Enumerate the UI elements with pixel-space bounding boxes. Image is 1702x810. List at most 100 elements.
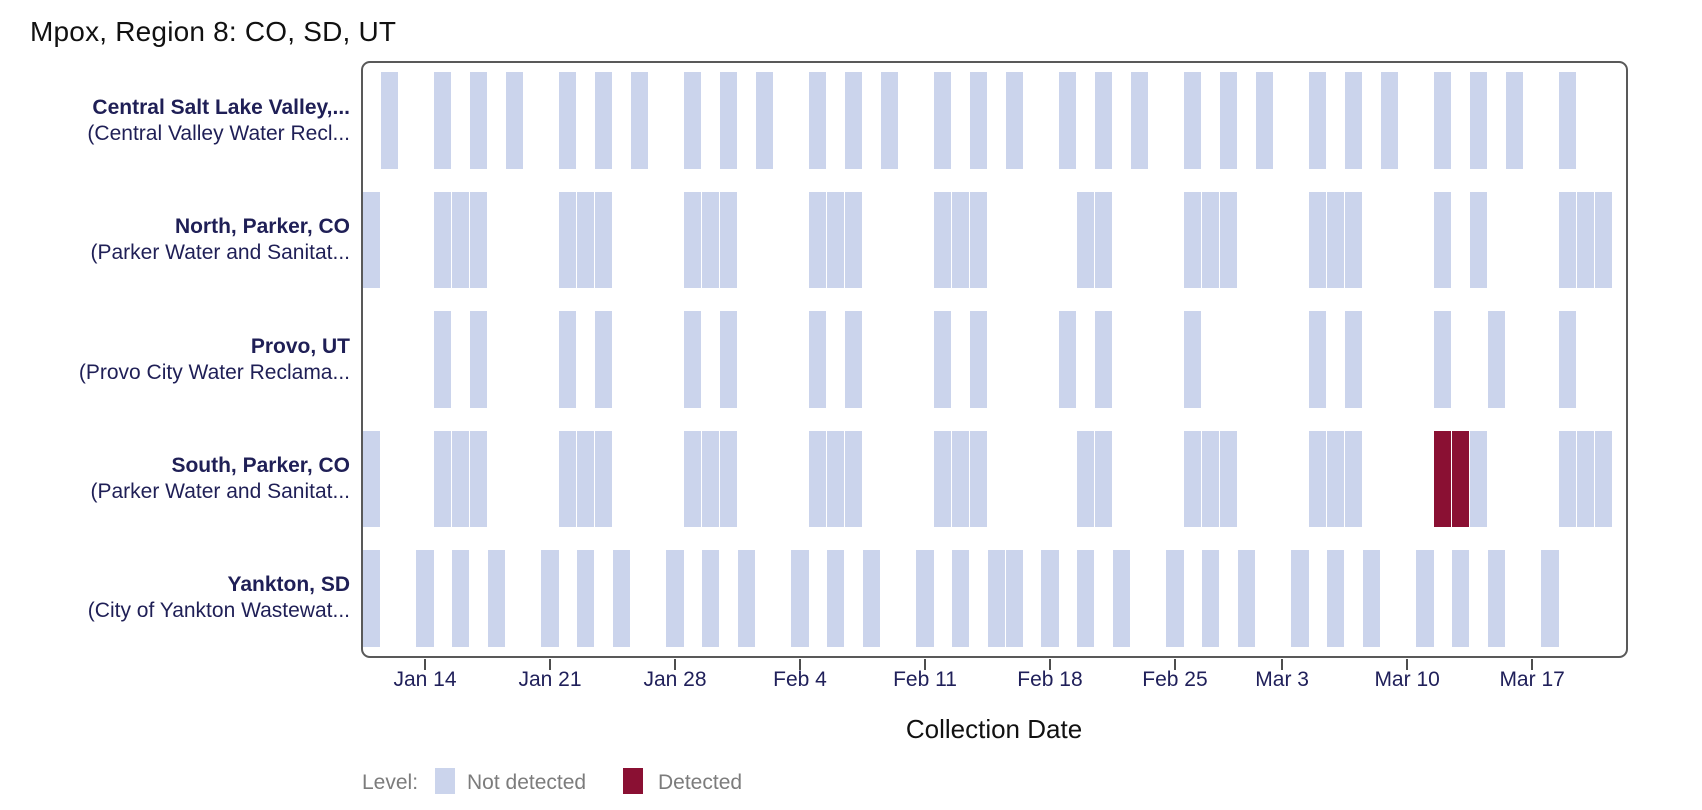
sample-tile[interactable] bbox=[1059, 311, 1077, 408]
sample-tile[interactable] bbox=[1184, 72, 1202, 169]
sample-tile[interactable] bbox=[916, 550, 934, 647]
sample-tile[interactable] bbox=[1469, 191, 1488, 289]
sample-tile[interactable] bbox=[702, 550, 720, 647]
sample-tile[interactable] bbox=[559, 72, 577, 169]
sample-tile[interactable] bbox=[362, 191, 381, 289]
sample-tile[interactable] bbox=[577, 191, 595, 289]
sample-tile[interactable] bbox=[827, 191, 845, 289]
sample-tile[interactable] bbox=[969, 191, 988, 289]
sample-tile[interactable] bbox=[612, 550, 630, 647]
sample-tile[interactable] bbox=[594, 311, 613, 408]
sample-tile[interactable] bbox=[755, 72, 773, 169]
sample-tile[interactable] bbox=[416, 550, 434, 647]
sample-tile[interactable] bbox=[1309, 191, 1327, 289]
sample-tile[interactable] bbox=[934, 191, 952, 289]
sample-tile[interactable] bbox=[1005, 72, 1023, 169]
sample-tile[interactable] bbox=[1077, 550, 1095, 647]
sample-tile[interactable] bbox=[469, 311, 488, 408]
sample-tile[interactable] bbox=[1452, 550, 1470, 647]
sample-tile[interactable] bbox=[1469, 72, 1488, 169]
sample-tile[interactable] bbox=[1166, 550, 1184, 647]
sample-tile[interactable] bbox=[1202, 550, 1220, 647]
sample-tile[interactable] bbox=[844, 311, 863, 408]
sample-tile[interactable] bbox=[1434, 191, 1452, 289]
sample-tile[interactable] bbox=[809, 311, 827, 408]
sample-tile[interactable] bbox=[577, 430, 595, 528]
sample-tile[interactable] bbox=[1487, 311, 1505, 408]
sample-tile[interactable] bbox=[1005, 550, 1023, 647]
sample-tile[interactable] bbox=[452, 550, 470, 647]
sample-tile[interactable] bbox=[1219, 191, 1238, 289]
sample-tile[interactable] bbox=[987, 550, 1005, 647]
sample-tile[interactable] bbox=[862, 550, 880, 647]
sample-tile[interactable] bbox=[1416, 550, 1434, 647]
sample-tile[interactable] bbox=[434, 72, 452, 169]
sample-tile[interactable] bbox=[1237, 550, 1255, 647]
sample-tile[interactable] bbox=[952, 191, 970, 289]
sample-tile[interactable] bbox=[1184, 430, 1202, 528]
sample-tile[interactable] bbox=[1380, 72, 1398, 169]
sample-tile[interactable] bbox=[952, 550, 970, 647]
sample-tile[interactable] bbox=[1559, 430, 1577, 528]
sample-tile[interactable] bbox=[1327, 550, 1345, 647]
sample-tile[interactable] bbox=[934, 430, 952, 528]
sample-tile[interactable] bbox=[1344, 430, 1363, 528]
sample-tile[interactable] bbox=[719, 430, 738, 528]
sample-tile[interactable] bbox=[577, 550, 595, 647]
sample-tile[interactable] bbox=[969, 311, 988, 408]
sample-tile[interactable] bbox=[434, 311, 452, 408]
sample-tile[interactable] bbox=[1094, 311, 1113, 408]
sample-tile[interactable] bbox=[1309, 72, 1327, 169]
sample-tile[interactable] bbox=[1577, 430, 1595, 528]
sample-tile[interactable] bbox=[1309, 430, 1327, 528]
sample-tile[interactable] bbox=[1077, 430, 1095, 528]
sample-tile[interactable] bbox=[1577, 191, 1595, 289]
sample-tile[interactable] bbox=[1202, 430, 1220, 528]
sample-tile[interactable] bbox=[1559, 311, 1577, 408]
sample-tile[interactable] bbox=[791, 550, 809, 647]
sample-tile[interactable] bbox=[594, 72, 613, 169]
sample-tile[interactable] bbox=[1434, 72, 1452, 169]
sample-tile[interactable] bbox=[1327, 191, 1345, 289]
sample-tile[interactable] bbox=[880, 72, 898, 169]
sample-tile[interactable] bbox=[1094, 191, 1113, 289]
sample-tile[interactable] bbox=[362, 430, 381, 528]
sample-tile[interactable] bbox=[1184, 311, 1202, 408]
sample-tile[interactable] bbox=[630, 72, 648, 169]
sample-tile[interactable] bbox=[1059, 72, 1077, 169]
sample-tile[interactable] bbox=[559, 311, 577, 408]
sample-tile[interactable] bbox=[827, 550, 845, 647]
sample-tile[interactable] bbox=[809, 191, 827, 289]
sample-tile[interactable] bbox=[1559, 191, 1577, 289]
sample-tile[interactable] bbox=[469, 191, 488, 289]
sample-tile[interactable] bbox=[1094, 430, 1113, 528]
sample-tile[interactable] bbox=[1487, 550, 1505, 647]
sample-tile[interactable] bbox=[487, 550, 505, 647]
sample-tile[interactable] bbox=[1505, 72, 1523, 169]
sample-tile[interactable] bbox=[1541, 550, 1559, 647]
sample-tile[interactable] bbox=[594, 191, 613, 289]
sample-tile[interactable] bbox=[541, 550, 559, 647]
sample-tile[interactable] bbox=[1184, 191, 1202, 289]
sample-tile[interactable] bbox=[969, 430, 988, 528]
sample-tile[interactable] bbox=[1344, 72, 1363, 169]
sample-tile[interactable] bbox=[719, 311, 738, 408]
sample-tile[interactable] bbox=[844, 430, 863, 528]
sample-tile-detected[interactable] bbox=[1434, 430, 1452, 528]
sample-tile[interactable] bbox=[1202, 191, 1220, 289]
sample-tile[interactable] bbox=[702, 430, 720, 528]
sample-tile[interactable] bbox=[1344, 311, 1363, 408]
sample-tile[interactable] bbox=[737, 550, 755, 647]
sample-tile[interactable] bbox=[969, 72, 988, 169]
sample-tile[interactable] bbox=[380, 72, 398, 169]
sample-tile[interactable] bbox=[1291, 550, 1309, 647]
sample-tile[interactable] bbox=[452, 191, 470, 289]
sample-tile[interactable] bbox=[934, 72, 952, 169]
sample-tile[interactable] bbox=[1344, 191, 1363, 289]
sample-tile[interactable] bbox=[684, 311, 702, 408]
sample-tile[interactable] bbox=[594, 430, 613, 528]
sample-tile[interactable] bbox=[1327, 430, 1345, 528]
sample-tile[interactable] bbox=[844, 72, 863, 169]
sample-tile[interactable] bbox=[844, 191, 863, 289]
sample-tile[interactable] bbox=[1559, 72, 1577, 169]
